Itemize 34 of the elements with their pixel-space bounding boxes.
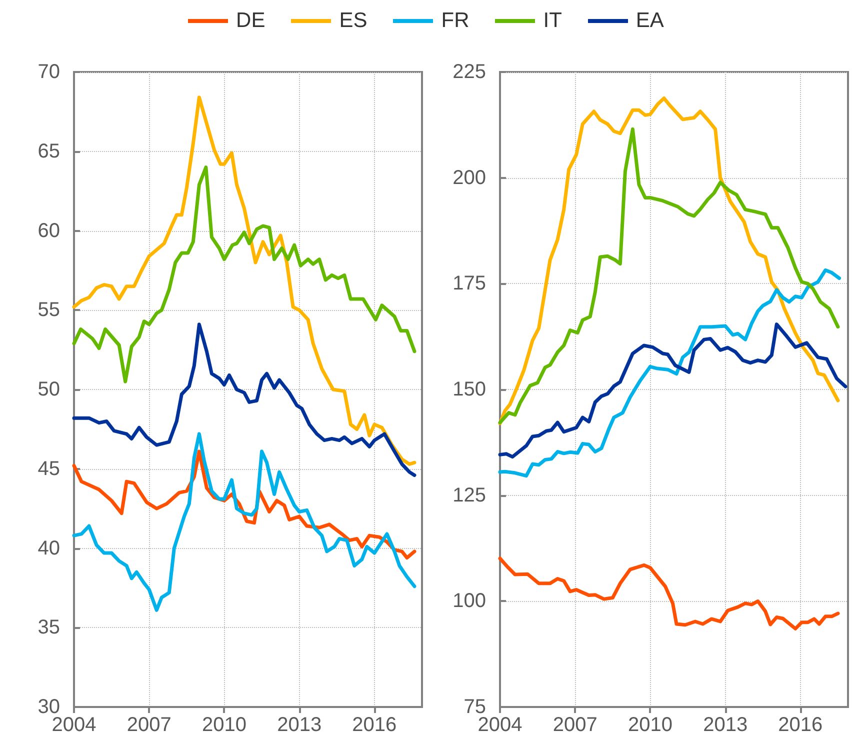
y-tick-label: 55 (38, 299, 60, 322)
x-tick-label: 2010 (628, 714, 672, 736)
line-series (72, 166, 416, 384)
x-tick-label: 2016 (352, 714, 397, 736)
y-tick-label: 65 (38, 140, 60, 162)
x-tick-label: 2013 (703, 714, 748, 736)
line-series (498, 556, 840, 630)
line-series (72, 96, 416, 466)
line-series (498, 322, 848, 459)
line-series (72, 432, 416, 612)
legend-label: FR (441, 9, 470, 33)
y-tick-label: 60 (38, 220, 60, 242)
line-series (72, 322, 416, 477)
line-series (498, 268, 841, 478)
y-tick-label: 100 (452, 590, 486, 612)
y-tick-label: 45 (38, 458, 60, 480)
y-tick-label: 40 (38, 537, 60, 560)
y-tick-label: 70 (38, 61, 60, 83)
x-tick-label: 2007 (552, 714, 598, 736)
x-tick-label: 2013 (277, 714, 322, 736)
x-tick-label: 2007 (126, 714, 172, 736)
y-tick-label: 50 (38, 378, 60, 400)
y-tick-label: 35 (38, 616, 60, 639)
legend-label: EA (636, 9, 664, 33)
y-tick-label: 225 (452, 61, 486, 83)
y-tick-label: 125 (452, 484, 486, 506)
legend-label: IT (543, 9, 562, 33)
x-tick-label: 2010 (202, 714, 246, 736)
legend-label: ES (339, 9, 368, 33)
x-tick-label: 2016 (778, 714, 823, 736)
y-tick-label: 150 (452, 378, 486, 400)
y-tick-label: 200 (452, 166, 486, 189)
legend-label: DE (236, 9, 266, 33)
y-tick-label: 175 (452, 272, 486, 295)
